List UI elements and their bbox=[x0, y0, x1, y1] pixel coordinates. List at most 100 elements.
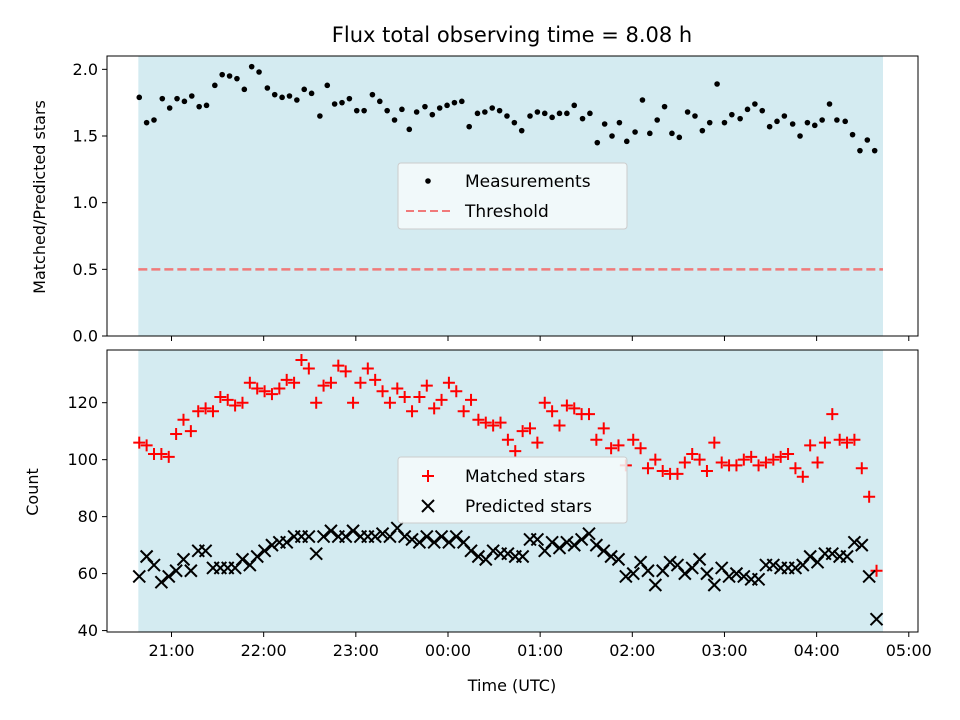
matched-star-point bbox=[759, 456, 772, 469]
x-tick-label: 23:00 bbox=[333, 641, 379, 660]
measurement-point bbox=[654, 117, 660, 123]
legend-bottom: Matched stars Predicted stars bbox=[397, 456, 628, 524]
predicted-star-point bbox=[147, 558, 161, 572]
x-tick-label: 22:00 bbox=[241, 641, 287, 660]
x-tick-label: 21:00 bbox=[148, 641, 194, 660]
predicted-star-point bbox=[582, 527, 596, 541]
x-tick-label: 05:00 bbox=[886, 641, 932, 660]
matched-star-point bbox=[848, 433, 861, 446]
matched-star-point bbox=[243, 376, 256, 389]
matched-star-point bbox=[428, 402, 441, 415]
x-tick-label: 04:00 bbox=[794, 641, 840, 660]
measurement-point bbox=[181, 98, 188, 105]
measurement-point bbox=[482, 109, 488, 115]
matched-star-point bbox=[560, 399, 573, 412]
matched-star-point bbox=[295, 353, 308, 366]
measurement-point bbox=[219, 71, 225, 78]
measurement-point bbox=[301, 86, 308, 93]
measurement-point bbox=[811, 122, 818, 129]
measurement-point bbox=[151, 117, 157, 123]
measurement-point bbox=[234, 75, 240, 82]
chart-title: Flux total observing time = 8.08 h bbox=[332, 23, 692, 47]
predicted-star-point bbox=[235, 552, 250, 567]
measurement-point bbox=[826, 101, 833, 107]
measurement-point bbox=[203, 102, 210, 109]
measurement-point bbox=[496, 107, 503, 114]
y-tick-label: 80 bbox=[78, 507, 98, 526]
predicted-star-point bbox=[737, 569, 751, 584]
predicted-star-point bbox=[619, 569, 633, 584]
plot-frame bbox=[106, 55, 919, 337]
measurement-point bbox=[399, 106, 405, 113]
measurement-point bbox=[729, 111, 735, 118]
measurement-point bbox=[308, 90, 315, 97]
predicted-star-point bbox=[375, 527, 390, 541]
measurement-point bbox=[451, 99, 458, 106]
matched-star-point bbox=[524, 422, 537, 435]
measurement-point bbox=[706, 119, 713, 126]
measurement-point bbox=[549, 114, 555, 121]
matched-star-point bbox=[509, 445, 522, 458]
matched-star-point bbox=[420, 379, 433, 392]
matched-star-point bbox=[265, 388, 278, 401]
legend-threshold-label: Threshold bbox=[464, 202, 549, 222]
matched-star-point bbox=[826, 408, 839, 421]
matched-star-point bbox=[206, 405, 219, 418]
matched-star-point bbox=[317, 379, 330, 392]
predicted-star-point bbox=[707, 578, 722, 592]
measurement-point bbox=[669, 130, 675, 137]
measurement-point bbox=[759, 107, 766, 114]
matched-star-point bbox=[184, 425, 197, 438]
measurement-point bbox=[353, 107, 360, 114]
matched-star-point bbox=[391, 382, 404, 395]
measurement-point bbox=[444, 102, 450, 109]
x-tick-label: 02:00 bbox=[609, 641, 655, 660]
top-y-axis-label: Matched/Predicted stars bbox=[30, 100, 49, 294]
matched-star-point bbox=[376, 385, 389, 398]
measurement-point bbox=[534, 109, 541, 115]
matched-star-point bbox=[302, 362, 315, 375]
measurement-point bbox=[286, 93, 293, 99]
predicted-star-point bbox=[338, 529, 353, 544]
matched-star-point bbox=[730, 459, 743, 472]
x-tick-label: 01:00 bbox=[517, 641, 563, 660]
predicted-star-point bbox=[368, 529, 382, 544]
measurement-point bbox=[676, 134, 683, 141]
matched-star-point bbox=[487, 419, 500, 432]
matched-star-point bbox=[833, 433, 846, 446]
measurement-point bbox=[527, 113, 533, 119]
matched-star-point bbox=[332, 359, 345, 372]
measurement-point bbox=[264, 85, 271, 91]
predicted-star-point bbox=[663, 555, 677, 569]
matched-star-point bbox=[841, 436, 854, 449]
measurement-point bbox=[422, 103, 428, 110]
matched-star-point bbox=[273, 382, 286, 395]
matched-star-point bbox=[258, 385, 271, 398]
predicted-star-point bbox=[257, 544, 272, 558]
matched-star-point bbox=[339, 365, 352, 378]
measurement-point bbox=[721, 119, 728, 126]
measurement-point bbox=[616, 119, 623, 126]
matched-star-point bbox=[700, 465, 713, 478]
measurement-point bbox=[361, 107, 367, 114]
predicted-star-point bbox=[309, 546, 323, 561]
predicted-star-point bbox=[766, 558, 781, 572]
predicted-star-point bbox=[442, 535, 456, 549]
matched-star-point bbox=[818, 436, 831, 449]
measurement-point bbox=[143, 119, 150, 126]
legend-matched-label: Matched stars bbox=[465, 467, 585, 487]
measurement-point bbox=[384, 107, 390, 114]
measurement-point bbox=[339, 99, 345, 106]
matched-star-point bbox=[553, 419, 566, 432]
legend-predicted-label: Predicted stars bbox=[465, 497, 592, 517]
predicted-star-point bbox=[265, 538, 279, 552]
matched-star-point bbox=[708, 436, 721, 449]
matched-star-point bbox=[855, 462, 868, 475]
predicted-star-point bbox=[280, 535, 294, 549]
matched-star-point bbox=[804, 439, 817, 452]
x-tick-label: 03:00 bbox=[701, 641, 747, 660]
predicted-star-point bbox=[176, 552, 191, 567]
measurement-point bbox=[212, 82, 218, 89]
measurement-point bbox=[317, 113, 323, 119]
